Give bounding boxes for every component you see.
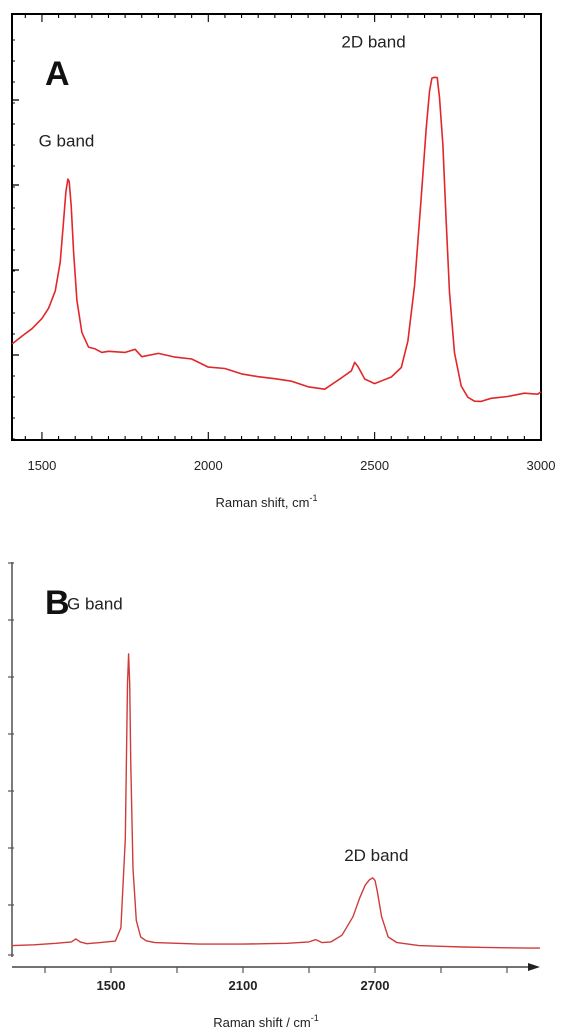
twod-band-label: 2D band — [341, 33, 405, 52]
g-band-label: G band — [39, 131, 95, 150]
x-axis-label: Raman shift / cm-1 — [213, 1013, 319, 1030]
x-tick-label: 2500 — [360, 458, 389, 473]
panel-b-chart: 1500 2100 2700 Raman shift / cm-1 BG band 2D … — [8, 562, 540, 1030]
panel-a-chart: 1500 2000 2500 3000 Raman shift, cm-1 A G band… — [11, 13, 556, 510]
spectrum-line — [11, 653, 540, 949]
plot-frame — [11, 13, 542, 441]
panel-label: A — [45, 55, 70, 93]
x-tick-label: 2000 — [194, 458, 223, 473]
g-band-label: G band — [67, 595, 123, 614]
twod-band-label: 2D band — [344, 846, 408, 865]
x-tick-label: 3000 — [527, 458, 556, 473]
x-tick-label: 2100 — [229, 978, 258, 993]
x-axis-label: Raman shift, cm-1 — [216, 493, 318, 510]
x-tick-label: 1500 — [97, 978, 126, 993]
x-tick-label: 1500 — [27, 458, 56, 473]
x-tick-label: 2700 — [361, 978, 390, 993]
spectrum-line — [11, 76, 542, 403]
x-axis-arrow — [528, 963, 540, 971]
panel-label: B — [45, 584, 70, 622]
